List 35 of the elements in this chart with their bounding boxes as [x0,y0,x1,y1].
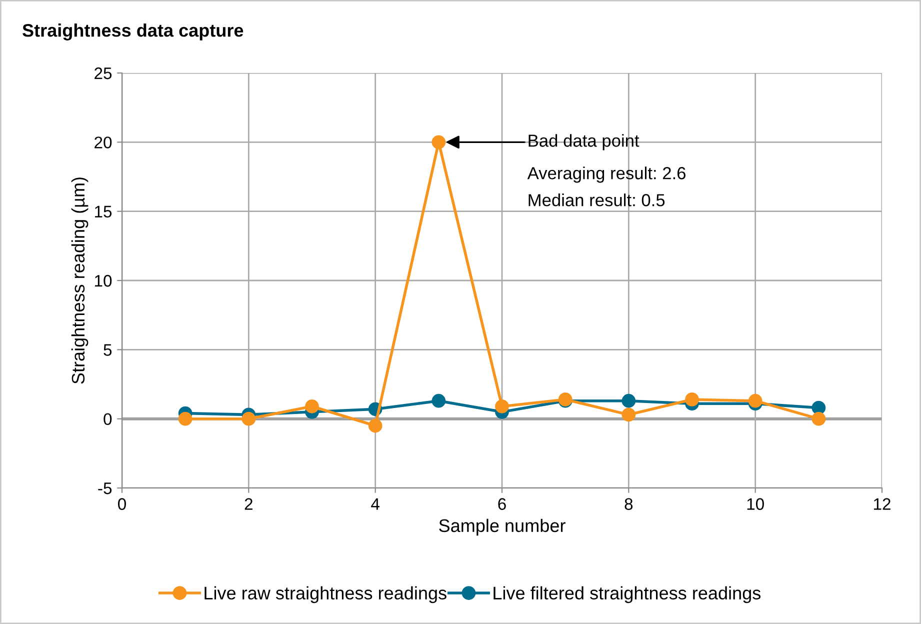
point [622,408,636,422]
y-tick-label: 10 [95,274,112,287]
point [622,394,636,408]
y-tick-label: 25 [94,67,112,80]
x-tick-label: 0 [118,498,126,510]
point [748,394,762,408]
point [178,412,192,426]
point [812,400,826,415]
point [305,399,319,414]
x-tick-label: 6 [498,498,506,510]
legend-label: Live filtered straightness readings [494,586,761,604]
y-axis-title: Straightness reading (µm) [71,178,88,384]
point [432,394,446,408]
y-tick-label: 0 [104,413,112,426]
point [495,399,509,414]
y-tick-label: 15 [95,206,112,218]
x-tick-label: 2 [244,498,252,510]
point [812,412,826,426]
point [242,412,256,426]
annotation: Averaging result: 2.6 [527,166,686,183]
y-tick-label: 5 [104,344,112,356]
annotation: Bad data point [528,134,640,150]
x-tick-label: 4 [371,498,380,510]
x-tick-label: 8 [624,498,633,510]
point [368,418,382,433]
point [685,392,699,406]
y-tick-label: 20 [94,136,112,148]
point [432,135,446,150]
legend-label: Live raw straightness readings [204,586,446,604]
x-axis-title: Sample number [439,518,566,536]
x-tick-label: 12 [874,498,890,510]
y-tick-label: -5 [98,482,112,494]
annotation: Median result: 0.5 [528,194,665,206]
x-tick-label: 10 [747,498,764,510]
chart-title: Straightness data capture [22,24,244,40]
